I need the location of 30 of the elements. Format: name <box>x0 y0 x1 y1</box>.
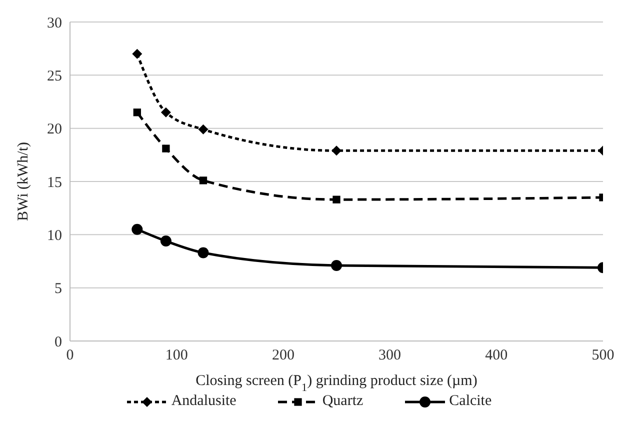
y-tick-label: 5 <box>54 281 62 298</box>
y-tick-label: 20 <box>47 122 62 138</box>
point <box>331 260 342 272</box>
x-tick-label: 300 <box>378 348 402 364</box>
point <box>160 236 172 247</box>
point <box>162 144 170 152</box>
x-tick-label: 0 <box>66 348 74 364</box>
legend-label: Quartz <box>322 393 364 410</box>
x-tick-label: 200 <box>272 348 294 364</box>
y-tick-label: 15 <box>47 174 62 191</box>
point <box>199 176 208 184</box>
legend-label: Andalusite <box>171 393 236 410</box>
point <box>198 124 208 134</box>
x-tick-label: 100 <box>165 348 188 364</box>
legend-label: Calcite <box>449 393 492 410</box>
point <box>332 146 342 156</box>
x-tick-label: 400 <box>485 348 508 364</box>
y-tick-label: 30 <box>47 15 62 32</box>
y-tick-label: 0 <box>54 334 62 350</box>
x-tick-label: 500 <box>592 348 614 364</box>
y-tick-label: 10 <box>47 228 62 244</box>
point <box>132 48 142 59</box>
x-axis-title: Closing screen (P$_{1}$) grinding product size (µm) <box>196 373 478 394</box>
point <box>332 196 340 204</box>
point <box>133 108 141 116</box>
y-tick-label: 25 <box>47 68 62 84</box>
point <box>132 224 143 235</box>
point <box>160 107 171 118</box>
point <box>198 247 209 258</box>
y-axis-title: BWi (kWh/t) <box>15 142 32 221</box>
